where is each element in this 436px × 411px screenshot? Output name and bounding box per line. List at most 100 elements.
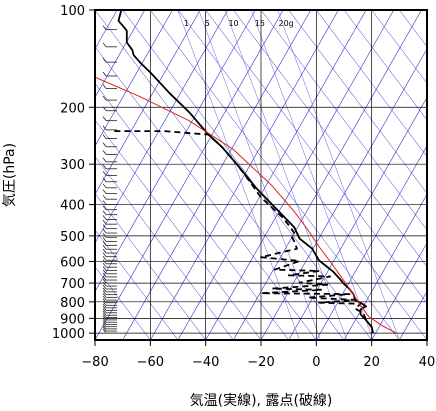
reference-profile-line	[95, 76, 397, 334]
isotherm-line	[95, 10, 229, 244]
wind-barb-feather	[102, 256, 107, 261]
y-axis-title: 気圧(hPa)	[2, 143, 18, 207]
mixing-ratio-label: 15	[255, 19, 265, 28]
wind-barb-feather	[102, 42, 107, 48]
wind-barb-feather	[102, 95, 107, 101]
wind-barb-feather	[102, 266, 107, 271]
isotherm-line	[122, 10, 312, 340]
wind-barb-feather	[102, 269, 107, 275]
mixing-ratio-label: 20g	[278, 19, 293, 28]
y-tick-label: 900	[60, 312, 85, 327]
wind-barb-feather	[102, 200, 107, 205]
y-tick-label: 500	[60, 230, 85, 245]
dry-adiabat-line	[177, 10, 427, 340]
wind-barb-feather	[102, 306, 107, 311]
wind-barb-feather	[102, 324, 107, 330]
dry-adiabat-line	[150, 10, 400, 340]
wind-barb-feather	[102, 71, 107, 77]
wind-barb-feather	[102, 150, 107, 155]
wind-barb-feather	[102, 248, 107, 254]
wind-barb-feather	[102, 295, 107, 301]
wind-barb-feather	[102, 142, 107, 148]
wind-barb-feather	[102, 106, 107, 111]
dry-adiabat-line	[95, 82, 289, 340]
wind-barb-feather	[102, 177, 107, 182]
x-tick-label: −60	[137, 355, 164, 370]
wind-barb-feather	[102, 315, 107, 321]
wind-barb-feather	[102, 237, 107, 242]
wind-barb-feather	[102, 310, 107, 316]
isotherm-line	[95, 10, 146, 98]
grid	[95, 10, 427, 340]
isotherm-line	[233, 10, 422, 340]
wind-barb-feather	[102, 157, 107, 163]
wind-barb-feather	[102, 125, 107, 131]
x-tick-label: 0	[312, 355, 320, 370]
isotherm-line	[95, 10, 173, 147]
wind-barb-feather	[102, 224, 107, 229]
y-tick-label: 400	[60, 199, 85, 214]
dry-adiabat-line	[95, 266, 151, 340]
wind-barb-feather	[102, 25, 107, 30]
wind-barb-feather	[102, 272, 107, 278]
dry-adiabat-line	[371, 10, 427, 84]
isotherm-line	[95, 10, 256, 293]
wind-barb-feather	[102, 284, 107, 290]
wind-barb-feather	[102, 171, 107, 176]
axes	[89, 9, 428, 346]
dry-adiabat-line	[316, 10, 427, 158]
mixing-ratio-label: 10	[228, 19, 238, 28]
y-tick-label: 700	[60, 277, 85, 292]
dry-adiabat-line	[95, 10, 345, 340]
wind-barb-feather	[102, 205, 107, 210]
wind-barb-feather	[102, 116, 107, 121]
wind-barb-feather	[102, 259, 107, 265]
wind-barb-feather	[102, 301, 107, 306]
y-tick-label: 1000	[52, 327, 85, 342]
wind-barb-feather	[102, 228, 107, 234]
isotherm-line	[426, 339, 427, 340]
dry-adiabat-line	[95, 156, 234, 340]
dry-adiabat-line	[426, 10, 427, 11]
wind-barb-feather	[102, 303, 107, 309]
y-tick-label: 300	[60, 158, 85, 173]
wind-barb-feather	[102, 322, 107, 327]
wind-barb-feather	[102, 134, 107, 139]
x-tick-label: 40	[419, 355, 436, 370]
wind-barb-feather	[102, 233, 107, 238]
wind-barb-feather	[102, 194, 107, 200]
wind-barb-feather	[102, 328, 107, 334]
wind-barb-feather	[102, 252, 107, 257]
isotherm-line	[399, 290, 427, 340]
wind-barb-feather	[102, 57, 107, 63]
dry-adiabat-line	[288, 10, 427, 194]
isotherm-line	[95, 10, 284, 340]
isotherm-line	[343, 193, 427, 340]
x-tick-label: 20	[363, 355, 380, 370]
y-tick-label: 200	[60, 101, 85, 116]
wind-barb-feather	[102, 262, 107, 268]
dry-adiabat-line	[399, 10, 427, 48]
wind-barb-feather	[102, 245, 107, 250]
dry-adiabat-line	[205, 10, 427, 304]
isotherm-line	[177, 10, 367, 340]
y-tick-label: 600	[60, 255, 85, 270]
wind-barb-feather	[102, 293, 107, 298]
dry-adiabat-line	[95, 119, 262, 340]
wind-barb-feather	[102, 219, 107, 225]
wind-barb-feather	[102, 275, 107, 281]
wind-barb-feather	[102, 298, 107, 303]
wind-barb-feather	[102, 308, 107, 314]
dry-adiabat-line	[95, 46, 317, 340]
wind-barb-feather	[102, 215, 107, 220]
mixing-ratio-label: 1	[184, 19, 189, 28]
wind-barb-feather	[102, 241, 107, 246]
dry-adiabat-line	[260, 10, 427, 231]
mixing-ratio-line	[198, 10, 321, 340]
wind-barb-feather	[102, 290, 107, 295]
x-tick-label: −40	[192, 355, 219, 370]
dry-adiabat-line	[122, 10, 372, 340]
wind-barb-feather	[102, 164, 107, 170]
